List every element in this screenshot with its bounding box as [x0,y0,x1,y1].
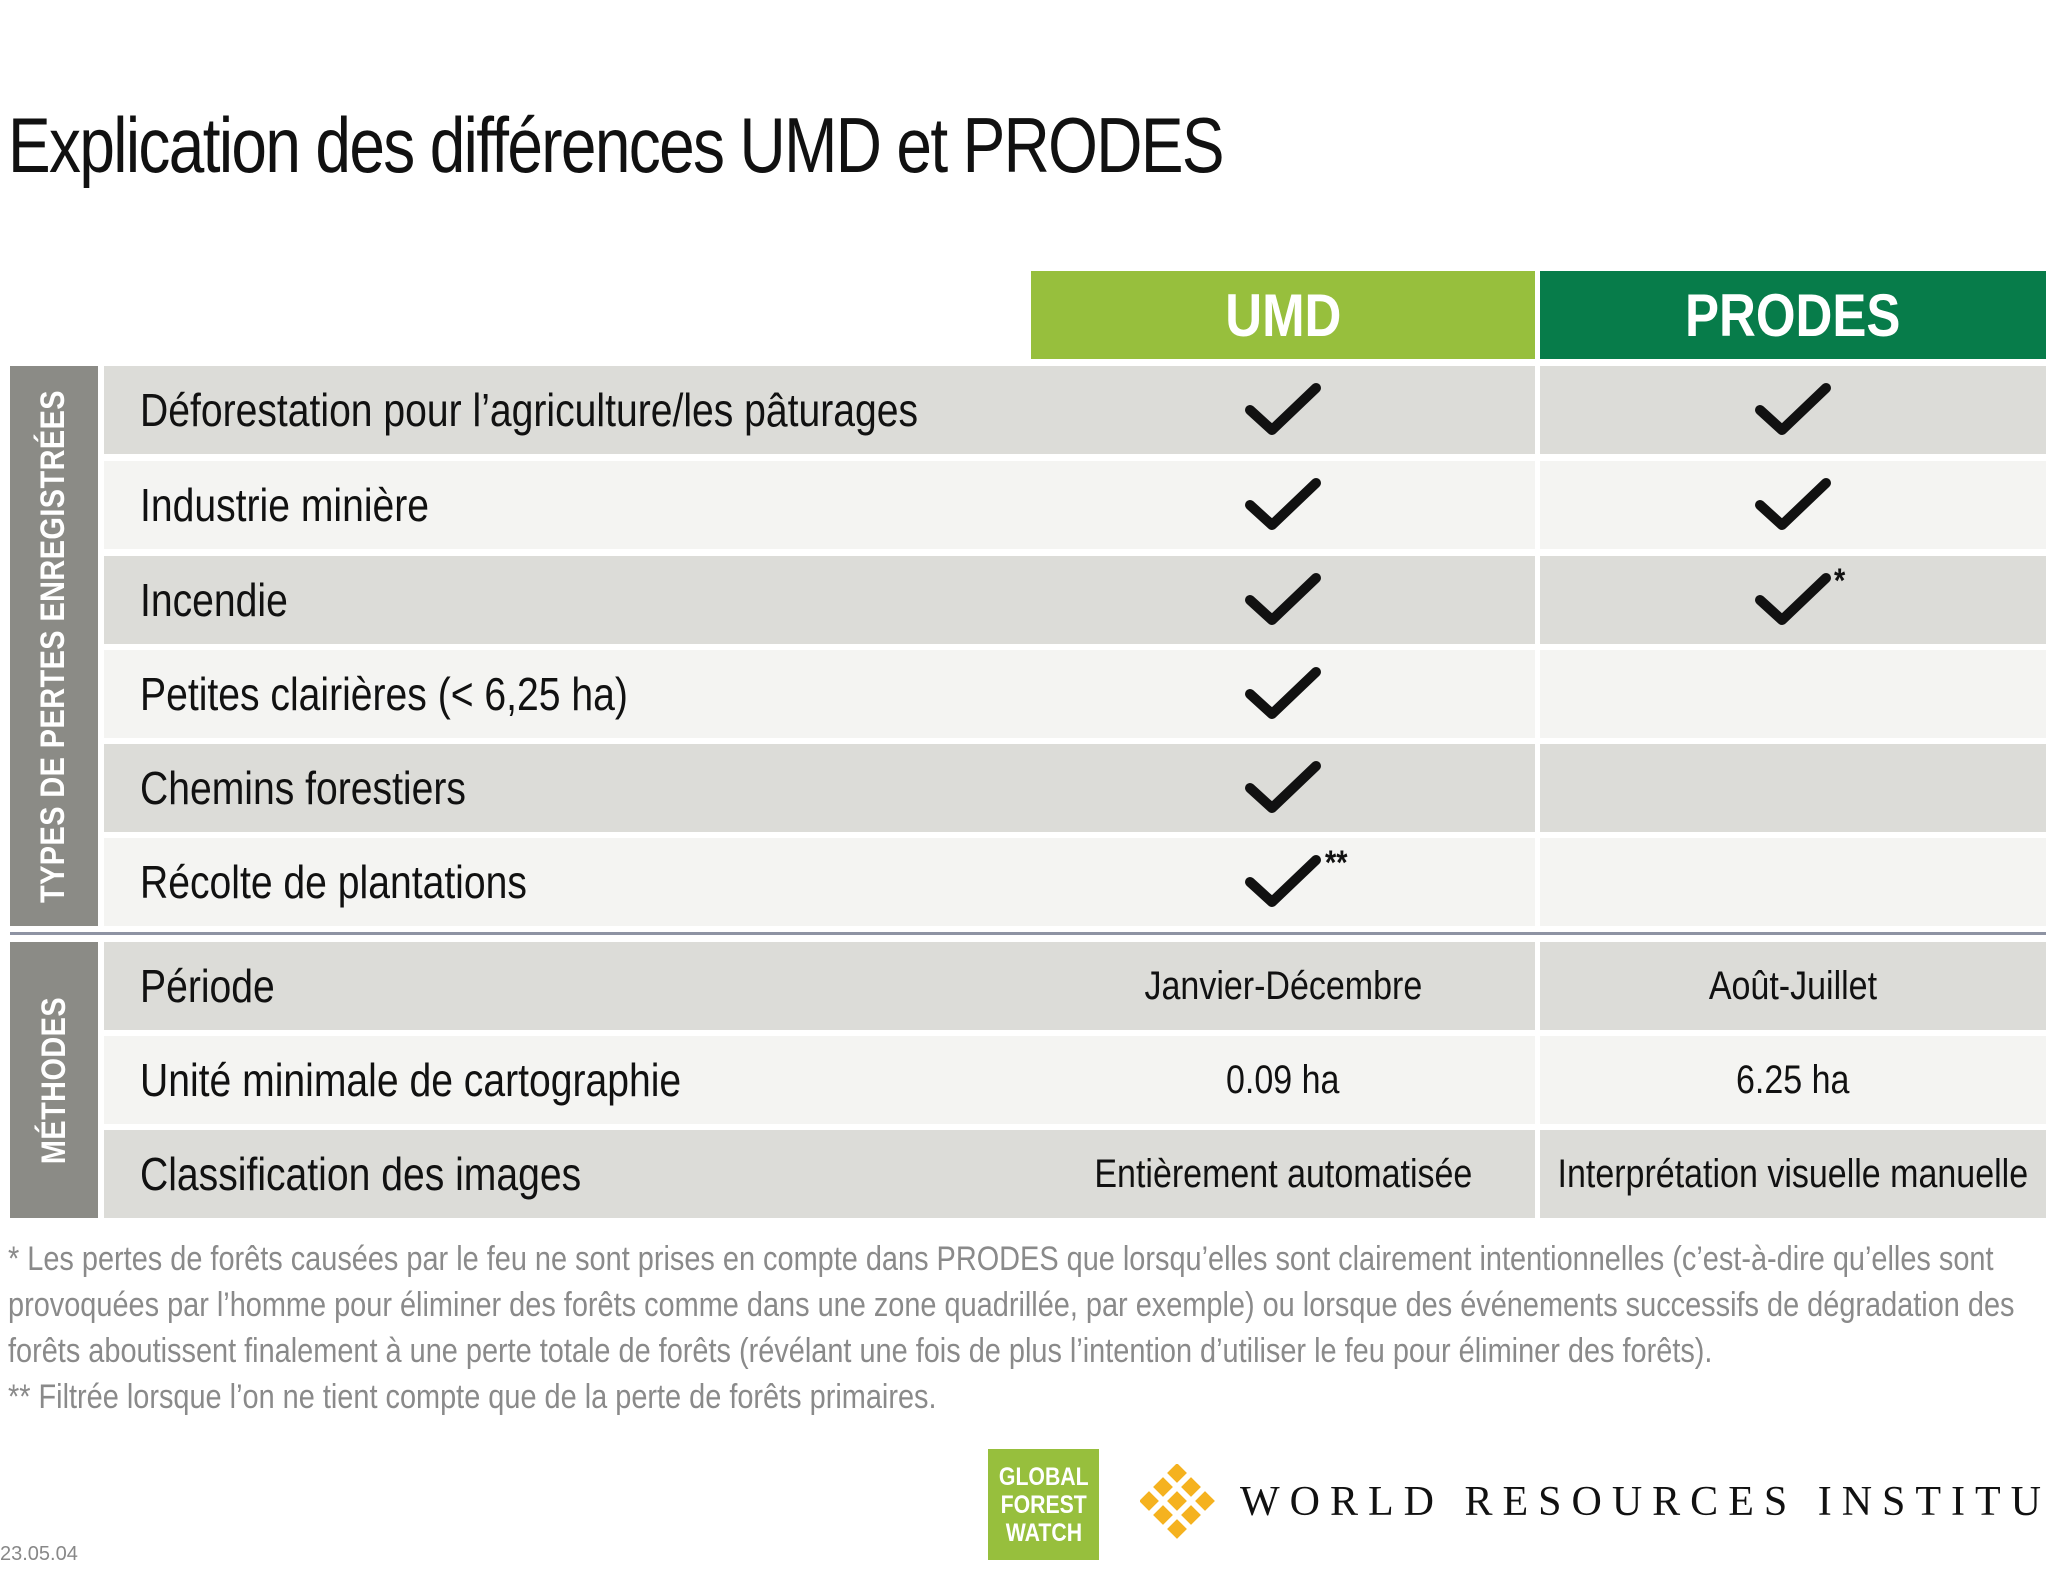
footnote-line: forêts aboutissent finalement à une pert… [8,1332,1713,1370]
check-icon [1244,854,1322,910]
prodes-cell: * [1540,556,2046,644]
prodes-cell: 6.25 ha [1540,1036,2046,1124]
check-icon [1244,572,1322,628]
row-label: Période [104,942,1060,1030]
prodes-cell [1540,838,2046,926]
umd-cell [1031,650,1535,738]
prodes-cell: Août-Juillet [1540,942,2046,1030]
row-label: Déforestation pour l’agriculture/les pât… [104,366,1060,454]
methods-section-label: MÉTHODES [10,942,98,1218]
footnote-marker: ** [1324,844,1348,882]
umd-cell: Janvier-Décembre [1031,942,1535,1030]
wri-wordmark: WORLD RESOURCES INSTITUTE [1240,1479,2048,1525]
prodes-value: Interprétation visuelle manuelle [1557,1151,2029,1196]
prodes-value: 6.25 ha [1736,1057,1850,1102]
global-forest-watch-logo: GLOBAL FOREST WATCH [988,1449,1099,1560]
row-label: Unité minimale de cartographie [104,1036,1060,1124]
row-label-text: Déforestation pour l’agriculture/les pât… [140,384,919,436]
row-label-text: Classification des images [140,1148,582,1200]
check-icon [1244,666,1322,722]
wri-logo-icon [1140,1464,1215,1539]
footnote-line: provoquées par l’homme pour éliminer des… [8,1286,2015,1324]
prodes-value: Août-Juillet [1708,963,1878,1008]
row-label: Petites clairières (< 6,25 ha) [104,650,1060,738]
prodes-cell: Interprétation visuelle manuelle [1540,1130,2046,1218]
umd-value: Janvier-Décembre [1144,963,1422,1008]
umd-cell [1031,744,1535,832]
umd-value: Entièrement automatisée [1094,1151,1472,1196]
row-label-text: Petites clairières (< 6,25 ha) [140,668,628,720]
types-section-label: TYPES DE PERTES ENREGISTRÉES [10,366,98,926]
check-icon [1754,382,1832,438]
row-label: Récolte de plantations [104,838,1060,926]
umd-column-header: UMD [1031,271,1535,359]
row-label: Incendie [104,556,1060,644]
check-icon [1754,572,1832,628]
umd-cell: 0.09 ha [1031,1036,1535,1124]
prodes-cell [1540,650,2046,738]
umd-cell: ** [1031,838,1535,926]
row-label-text: Incendie [140,574,288,626]
umd-cell [1031,461,1535,549]
date-stamp: 23.05.04 [0,1543,78,1565]
section-divider [10,932,2046,935]
prodes-cell [1540,744,2046,832]
row-label-text: Unité minimale de cartographie [140,1054,682,1106]
row-label: Classification des images [104,1130,1060,1218]
prodes-cell [1540,461,2046,549]
row-label-text: Chemins forestiers [140,762,466,814]
row-label: Chemins forestiers [104,744,1060,832]
page-title: Explication des différences UMD et PRODE… [8,101,1225,189]
prodes-column-header: PRODES [1540,271,2046,359]
umd-cell: Entièrement automatisée [1031,1130,1535,1218]
footnote-line: * Les pertes de forêts causées par le fe… [8,1240,1994,1278]
row-label-text: Industrie minière [140,479,430,531]
prodes-cell [1540,366,2046,454]
row-label-text: Période [140,960,275,1012]
check-icon [1244,760,1322,816]
check-icon [1244,477,1322,533]
row-label: Industrie minière [104,461,1060,549]
umd-cell [1031,556,1535,644]
check-icon [1244,382,1322,438]
footnotes: * Les pertes de forêts causées par le fe… [8,1236,2028,1420]
umd-cell [1031,366,1535,454]
check-icon [1754,477,1832,533]
umd-value: 0.09 ha [1226,1057,1340,1102]
footnote-marker: * [1833,562,1846,600]
row-label-text: Récolte de plantations [140,856,527,908]
footnote-line: ** Filtrée lorsque l’on ne tient compte … [8,1378,937,1416]
